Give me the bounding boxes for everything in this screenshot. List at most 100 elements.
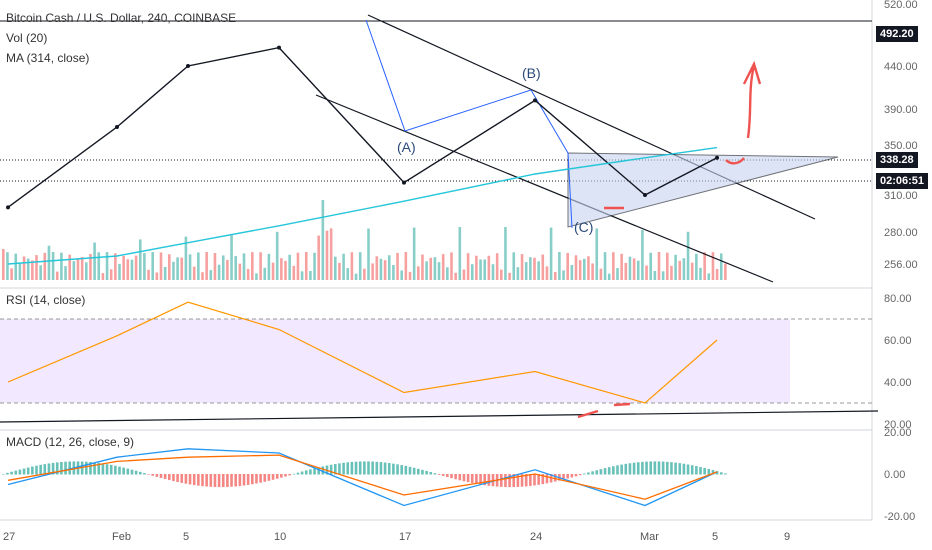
macd-histogram-bar [599,469,603,475]
volume-bar [188,254,192,280]
volume-bar [22,256,26,280]
rsi-trendline [0,410,879,423]
macd-histogram-bar [504,474,507,488]
volume-bar [329,228,333,280]
volume-bar [566,252,569,280]
macd-histogram-bar [686,464,690,475]
volume-bar [246,268,250,280]
volume-bar [661,271,665,280]
macd-histogram-bar [682,463,686,475]
volume-bar [653,271,657,280]
volume-bar [292,265,296,280]
volume-bar [699,267,702,280]
volume-bar [636,260,640,280]
volume-bar [529,257,532,280]
macd-histogram-bar [284,474,287,477]
macd-histogram-bar [479,474,482,485]
macd-histogram-bar [105,464,109,475]
volume-bar [711,252,715,280]
macd-histogram-bar [508,474,511,488]
macd-histogram-bar [155,474,159,477]
volume-bar [118,263,121,280]
time-tick-label: 9 [784,531,790,543]
legend-ma: MA (314, close) [6,51,90,65]
macd-histogram-bar [450,474,453,479]
rsi-low-marker-2 [613,402,631,407]
volume-bar [280,258,283,280]
macd-histogram-bar [628,463,632,475]
volume-bar [263,267,267,280]
volume-bar [114,253,117,280]
volume-bar [433,257,437,280]
volume-bar [690,262,694,280]
macd-histogram-bar [39,464,42,475]
legend-title: Bitcoin Cash / U.S. Dollar, 240, COINBAS… [6,11,237,25]
volume-bar [408,271,412,280]
macd-histogram-bar [645,461,648,475]
macd-histogram-bar [363,461,366,475]
triangle-pattern [567,152,839,228]
macd-histogram-bar [197,474,200,486]
macd-histogram-bar [159,474,163,478]
volume-bar [707,273,711,280]
macd-histogram-bar [180,474,184,483]
macd-histogram-bar [724,473,727,475]
volume-bar [130,259,134,280]
volume-bar [151,252,154,280]
macd-histogram-bar [97,462,101,475]
macd-histogram-bar [118,466,121,475]
macd-histogram-bar [690,465,694,475]
volume-bar [446,267,449,280]
macd-histogram-bar [350,461,354,475]
price-tick-label: 520.00 [884,0,918,11]
volume-bar [553,271,557,280]
volume-bar [425,261,428,280]
time-tick-label: Mar [640,531,659,543]
volume-bar [678,260,682,280]
volume-bar [491,264,495,280]
macd-histogram-bar [43,464,47,475]
macd-histogram-bar [51,462,55,475]
time-tick-label: Feb [112,531,131,543]
volume-bar [516,267,520,280]
volume-bar [387,255,391,280]
volume-bar [109,269,113,280]
macd-histogram-bar [18,469,22,475]
volume-bar [172,261,175,280]
macd-histogram-bar [358,461,362,475]
volume-bar [645,265,648,280]
volume-bar [632,258,636,280]
price-tag-current: 338.28 [876,152,918,168]
time-tick-label: 5 [712,531,718,543]
macd-histogram-bar [309,469,312,475]
volume-bar [695,253,698,280]
macd-histogram-bar [524,474,528,487]
macd-histogram-bar [470,474,474,484]
macd-histogram-bar [334,463,337,475]
volume-bar [649,252,652,280]
volume-bar [371,263,374,280]
macd-histogram-bar [47,463,51,475]
rsi-tick-label: 80.00 [884,293,912,305]
volume-bar [197,252,200,280]
volume-bar [670,265,673,280]
macd-histogram-bar [562,474,565,480]
macd-histogram-bar [267,474,271,481]
macd-histogram-bar [346,462,350,475]
macd-histogram-bar [354,461,358,475]
macd-histogram-bar [64,461,67,475]
macd-histogram-bar [607,467,611,475]
macd-histogram-bar [537,474,540,485]
volume-bar [267,253,271,280]
macd-histogram-bar [226,474,229,487]
volume-bar [159,252,163,280]
macd-histogram-bar [14,470,18,475]
macd-histogram-bar [433,473,437,475]
volume-bar [138,239,142,280]
volume-bar [284,260,287,280]
rsi-line [7,301,718,404]
macd-histogram-bar [263,474,267,482]
macd-histogram-bar [242,474,246,486]
